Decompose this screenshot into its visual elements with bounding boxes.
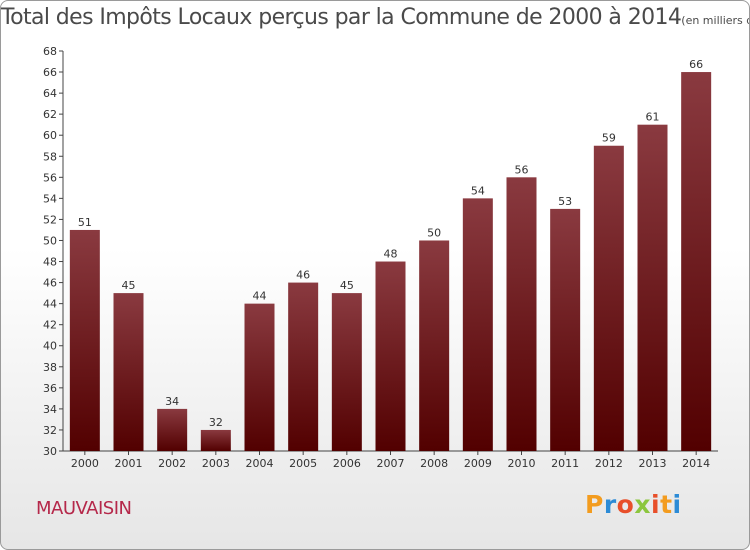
bar xyxy=(244,303,275,451)
y-tick-label: 36 xyxy=(43,382,57,395)
y-tick-label: 64 xyxy=(43,87,57,100)
x-tick-label: 2001 xyxy=(115,457,143,470)
y-tick-label: 66 xyxy=(43,66,57,79)
bar xyxy=(157,408,188,451)
logo-letter: x xyxy=(634,490,651,519)
x-tick-label: 2005 xyxy=(289,457,317,470)
bar xyxy=(593,145,624,451)
y-tick-label: 38 xyxy=(43,361,57,374)
x-tick-label: 2010 xyxy=(508,457,536,470)
logo-letter: o xyxy=(616,490,635,519)
logo-letter: P xyxy=(585,490,604,519)
y-tick-label: 34 xyxy=(43,403,57,416)
bar-value-label: 51 xyxy=(78,216,92,229)
bar xyxy=(506,177,537,451)
y-tick-label: 46 xyxy=(43,277,57,290)
y-tick-label: 48 xyxy=(43,256,57,269)
bar-value-label: 59 xyxy=(602,132,616,145)
logo-letter: i xyxy=(672,490,682,519)
proxiti-logo[interactable]: Proxiti xyxy=(585,490,682,519)
x-tick-label: 2011 xyxy=(551,457,579,470)
bar xyxy=(288,282,319,451)
title-unit: (en milliers d'€) xyxy=(681,14,749,27)
bar xyxy=(637,124,668,452)
bar-value-label: 48 xyxy=(384,248,398,261)
logo-letter: i xyxy=(651,490,661,519)
bar-value-label: 46 xyxy=(296,269,310,282)
bar xyxy=(113,293,144,451)
bar-value-label: 45 xyxy=(340,279,354,292)
y-tick-label: 32 xyxy=(43,424,57,437)
y-tick-label: 40 xyxy=(43,340,57,353)
bar-value-label: 50 xyxy=(427,226,441,239)
bar-value-label: 34 xyxy=(165,395,179,408)
bar xyxy=(331,293,362,451)
logo-letter: r xyxy=(603,490,617,519)
y-tick-label: 62 xyxy=(43,108,57,121)
bar xyxy=(375,261,406,451)
x-tick-label: 2007 xyxy=(377,457,405,470)
bar-value-label: 53 xyxy=(558,195,572,208)
bar xyxy=(200,429,231,451)
chart-title: Total des Impôts Locaux perçus par la Co… xyxy=(1,5,749,30)
x-tick-label: 2003 xyxy=(202,457,230,470)
bar-value-label: 32 xyxy=(209,416,223,429)
x-tick-label: 2000 xyxy=(71,457,99,470)
y-tick-label: 30 xyxy=(43,445,57,458)
y-tick-label: 42 xyxy=(43,319,57,332)
y-tick-label: 52 xyxy=(43,213,57,226)
y-tick-label: 44 xyxy=(43,298,57,311)
y-tick-label: 58 xyxy=(43,150,57,163)
bar-value-label: 66 xyxy=(689,58,703,71)
bar-value-label: 44 xyxy=(253,290,267,303)
x-tick-label: 2014 xyxy=(682,457,710,470)
x-tick-label: 2006 xyxy=(333,457,361,470)
bar xyxy=(681,72,712,451)
bar xyxy=(419,240,450,451)
x-tick-label: 2004 xyxy=(246,457,274,470)
title-text: Total des Impôts Locaux perçus par la Co… xyxy=(1,5,682,30)
bar-value-label: 54 xyxy=(471,184,485,197)
commune-name: MAUVAISIN xyxy=(36,498,132,519)
y-tick-label: 54 xyxy=(43,192,57,205)
y-tick-label: 68 xyxy=(43,45,57,58)
x-tick-label: 2009 xyxy=(464,457,492,470)
bar xyxy=(550,208,581,451)
logo-letter: t xyxy=(660,490,673,519)
y-tick-label: 50 xyxy=(43,234,57,247)
bar xyxy=(69,229,100,451)
x-tick-label: 2002 xyxy=(158,457,186,470)
y-tick-label: 60 xyxy=(43,129,57,142)
bar xyxy=(462,198,493,451)
x-tick-label: 2008 xyxy=(420,457,448,470)
y-tick-label: 56 xyxy=(43,171,57,184)
x-tick-label: 2012 xyxy=(595,457,623,470)
x-tick-label: 2013 xyxy=(639,457,667,470)
bar-value-label: 45 xyxy=(122,279,136,292)
bar-value-label: 61 xyxy=(646,111,660,124)
bar-value-label: 56 xyxy=(515,163,529,176)
